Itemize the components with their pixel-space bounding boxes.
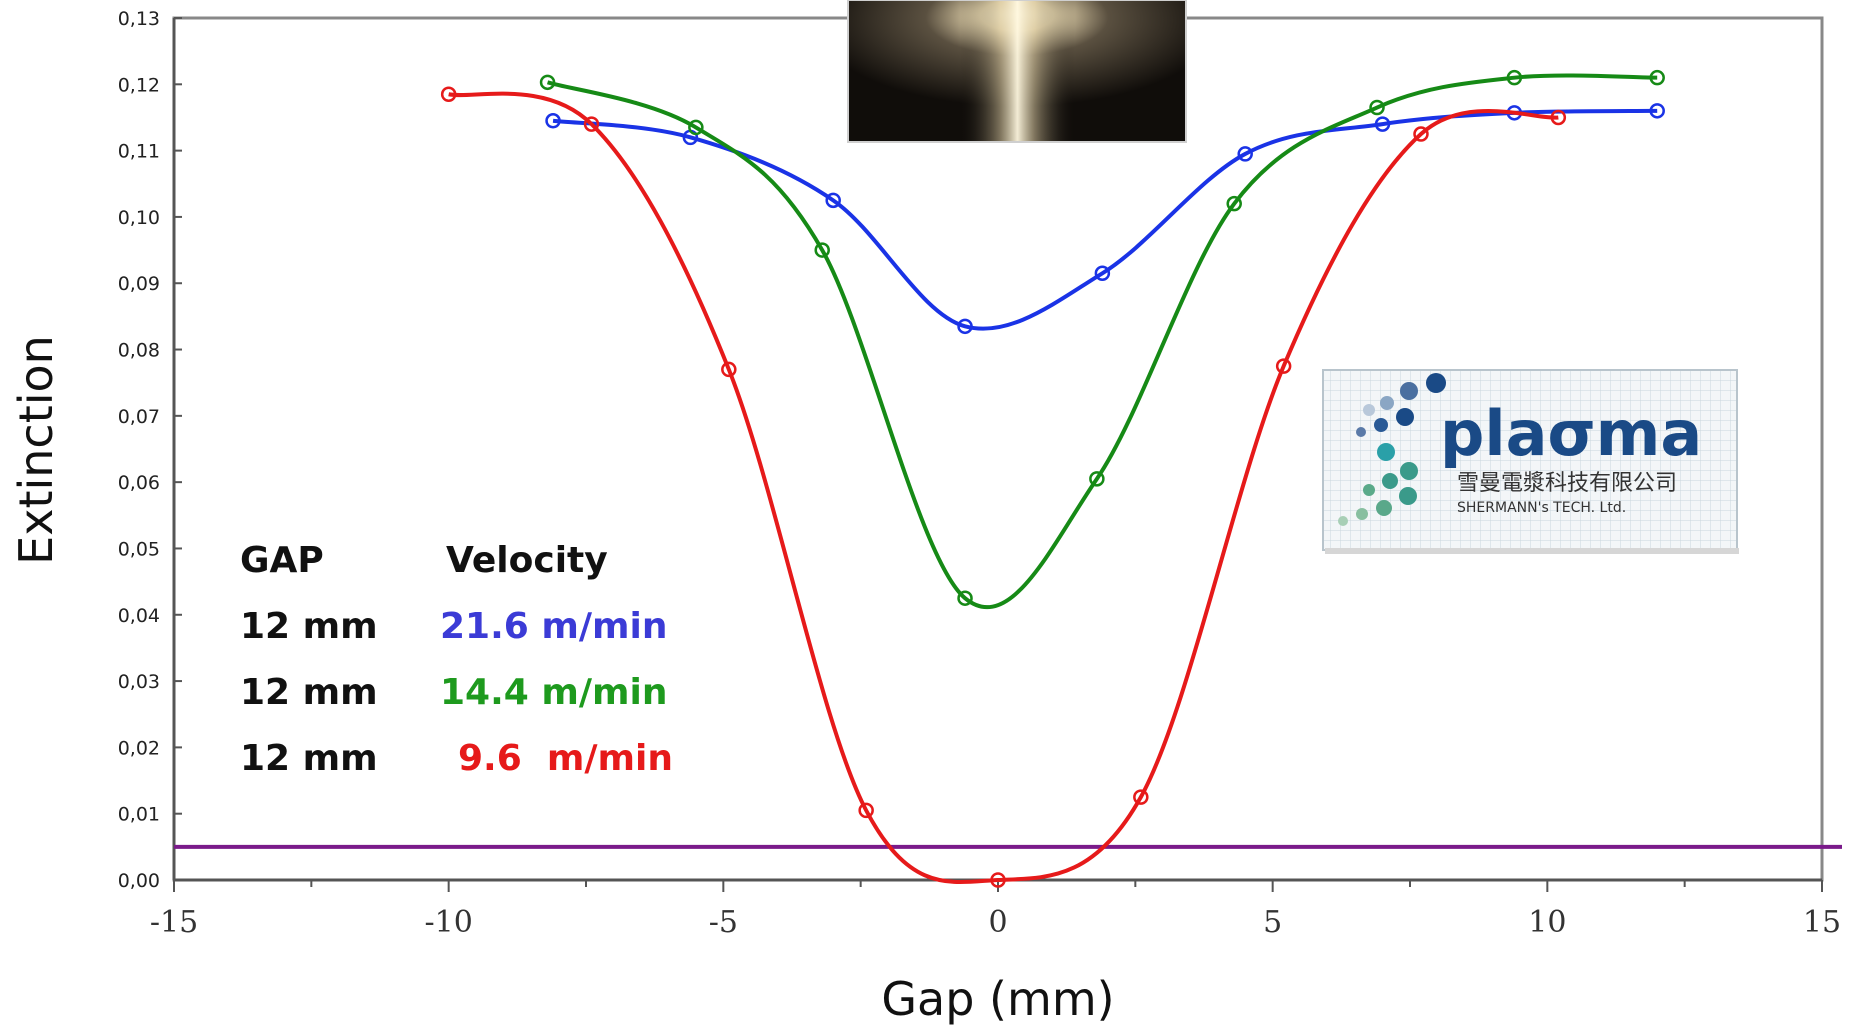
series-line <box>448 91 1559 885</box>
x-tick-label: 5 <box>1263 905 1282 940</box>
legend-row-gap: 12 mm <box>240 672 378 713</box>
data-point <box>1237 146 1253 162</box>
y-tick-label: 0,01 <box>118 804 160 826</box>
y-tick-label: 0,06 <box>118 472 160 494</box>
data-point <box>1506 69 1523 86</box>
y-tick-label: 0,12 <box>118 74 160 96</box>
data-point <box>1413 126 1429 142</box>
data-point <box>1649 103 1665 119</box>
x-tick-label: 0 <box>988 905 1007 940</box>
data-point <box>990 872 1006 888</box>
data-point <box>814 242 830 258</box>
y-tick-label: 0,05 <box>118 538 160 560</box>
series-layer <box>440 69 1665 888</box>
y-tick-label: 0,13 <box>118 8 160 30</box>
data-point <box>1369 99 1385 116</box>
y-tick-label: 0,09 <box>118 273 160 295</box>
data-point <box>688 119 704 136</box>
data-point <box>440 86 457 103</box>
company-logo: plaσma 雪曼電漿科技有限公司 SHERMANN's TECH. Ltd. <box>1322 369 1739 554</box>
data-point <box>1094 265 1111 282</box>
legend-header-gap: GAP <box>240 540 324 581</box>
x-tick-label: -15 <box>150 905 198 940</box>
data-point <box>957 318 973 335</box>
data-point <box>1649 69 1665 86</box>
data-point <box>1275 358 1292 374</box>
series-2 <box>539 69 1665 609</box>
y-tick-label: 0,08 <box>118 340 160 362</box>
y-axis-title: Extinction <box>9 335 63 565</box>
series-line <box>546 73 1658 609</box>
legend: GAP Velocity 12 mm 21.6 m/min 12 mm 14.4… <box>240 540 673 779</box>
logo-dots-icon <box>1338 373 1446 526</box>
data-point <box>539 74 556 91</box>
y-tick-label: 0,07 <box>118 406 160 428</box>
data-point <box>858 802 874 819</box>
data-point <box>545 113 561 129</box>
series-3 <box>440 86 1567 888</box>
x-axis-ticks: -15 -10 -5 0 5 10 15 <box>150 880 1841 940</box>
legend-header-velocity: Velocity <box>446 540 608 581</box>
y-axis-ticks: 0,00 0,01 0,02 0,03 0,04 0,05 0,06 0,07 0,08 0,09… <box>118 8 182 892</box>
x-tick-label: 10 <box>1528 905 1566 940</box>
x-tick-label: 15 <box>1803 905 1841 940</box>
data-point <box>1089 471 1105 487</box>
legend-row-gap: 12 mm <box>240 738 378 779</box>
plasma-photo <box>847 0 1187 143</box>
data-point <box>1550 109 1567 126</box>
legend-row-gap: 12 mm <box>240 606 378 647</box>
y-tick-label: 0,10 <box>118 207 160 229</box>
data-point <box>721 361 737 378</box>
y-tick-label: 0,00 <box>118 870 160 892</box>
data-point <box>583 116 600 132</box>
legend-row-velocity: 21.6 m/min <box>440 606 668 647</box>
data-point <box>1374 116 1391 132</box>
y-tick-label: 0,11 <box>118 141 160 163</box>
logo-wordmark: plaσma <box>1440 397 1702 470</box>
logo-english-name: SHERMANN's TECH. Ltd. <box>1457 500 1626 516</box>
x-tick-label: -5 <box>709 905 738 940</box>
data-point <box>1226 195 1242 212</box>
data-point <box>825 192 841 209</box>
data-point <box>1133 789 1149 805</box>
x-tick-label: -10 <box>425 905 473 940</box>
y-tick-label: 0,04 <box>118 605 160 627</box>
y-tick-label: 0,02 <box>118 737 160 759</box>
y-tick-label: 0,03 <box>118 671 160 693</box>
x-axis-title: Gap (mm) <box>881 972 1114 1026</box>
legend-row-velocity: 9.6 m/min <box>458 738 673 779</box>
data-point <box>957 590 973 606</box>
legend-row-velocity: 14.4 m/min <box>440 672 668 713</box>
logo-chinese-name: 雪曼電漿科技有限公司 <box>1457 471 1677 496</box>
